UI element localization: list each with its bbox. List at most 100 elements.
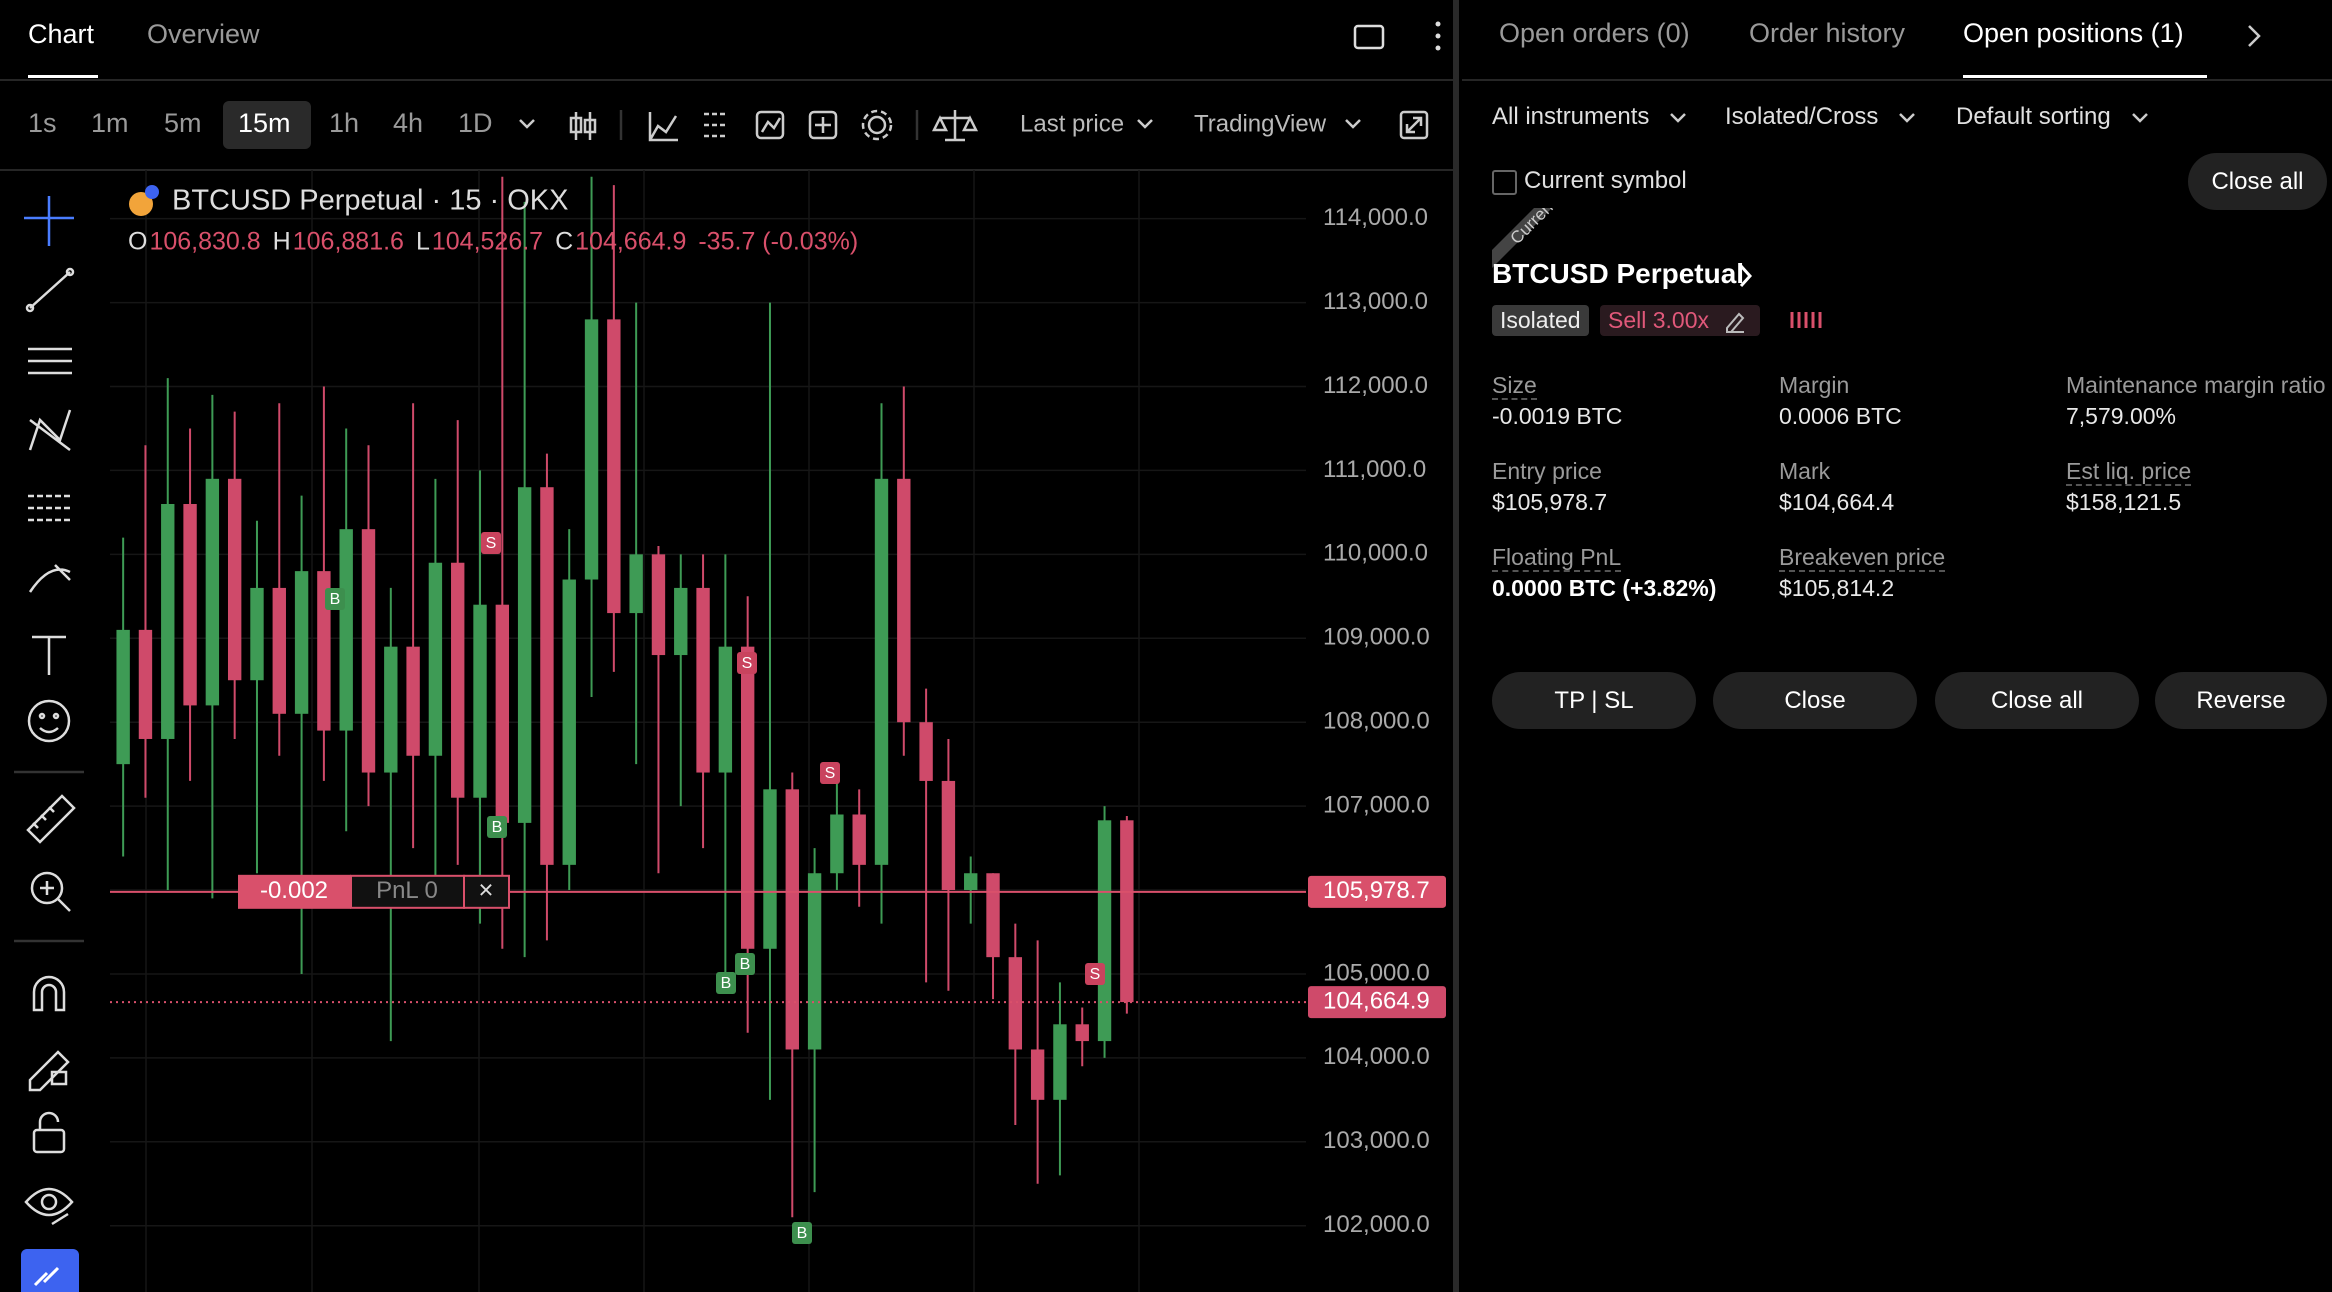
positions-panel: Open orders (0) Order history Open posit… <box>1462 0 2332 1292</box>
candle-body <box>807 873 822 1050</box>
drawing-tools[interactable] <box>14 196 84 1226</box>
y-tick-label: 104,000.0 <box>1323 1043 1430 1070</box>
interval[interactable]: 1s <box>28 108 57 138</box>
link-tool[interactable] <box>21 1249 79 1292</box>
toolbar-icons[interactable] <box>569 109 1429 142</box>
price-source[interactable]: Last price <box>1020 110 1124 137</box>
field-value: $104,664.4 <box>1779 489 1895 515</box>
candle-body <box>451 562 465 798</box>
y-tick-label: 110,000.0 <box>1323 540 1428 567</box>
candle-body <box>830 814 844 874</box>
tp-sl-button[interactable]: TP | SL <box>1492 672 1696 729</box>
trade-marker <box>820 762 840 784</box>
chart-engine[interactable]: TradingView <box>1194 110 1327 137</box>
tab-open-positions[interactable]: Open positions (1) <box>1963 18 2184 48</box>
trade-marker <box>737 652 757 674</box>
tab-order-history[interactable]: Order history <box>1749 18 1906 48</box>
filter-margin[interactable]: Isolated/Cross <box>1725 103 1879 130</box>
current-ribbon: Current <box>1492 208 1560 268</box>
candle-body <box>495 604 510 823</box>
field-label-text: Mark <box>1779 458 1831 484</box>
position-field: Size -0.0019 BTC <box>1492 370 1779 432</box>
risk-bars <box>1790 312 1822 328</box>
current-symbol-label[interactable]: Current symbol <box>1524 167 1687 194</box>
candle-body <box>740 646 755 949</box>
last-price-box <box>1308 986 1446 1019</box>
tab-overview[interactable]: Overview <box>147 19 260 49</box>
ohlc-key: H <box>273 228 291 256</box>
candle-body <box>674 587 688 656</box>
trade-marker-label: B <box>330 591 341 608</box>
ohlc-change: -35.7 (-0.03%) <box>698 228 858 256</box>
field-label: Breakeven price <box>1779 542 2066 573</box>
candle-body <box>584 319 599 580</box>
layout-icon[interactable] <box>1353 24 1385 50</box>
reverse-button[interactable]: Reverse <box>2155 672 2327 729</box>
candle-body <box>964 873 978 891</box>
field-value: 7,579.00% <box>2066 403 2176 429</box>
field-label: Est liq. price <box>2066 456 2326 487</box>
candle-body <box>763 789 777 949</box>
interval[interactable]: 5m <box>164 108 202 138</box>
position-symbol[interactable]: BTCUSD Perpetual <box>1492 258 1745 289</box>
chart-panel: Chart Overview 1s 1m 5m 15m 1h 4h 1D Las… <box>0 0 1459 1292</box>
tabs-next[interactable] <box>2242 22 2266 50</box>
interval[interactable]: 15m <box>238 108 291 138</box>
y-tick-label: 105,000.0 <box>1323 959 1430 986</box>
trade-marker <box>481 532 501 554</box>
interval[interactable]: 1m <box>91 108 129 138</box>
candle-body <box>607 319 621 614</box>
tab-chart[interactable]: Chart <box>28 19 95 49</box>
interval[interactable]: 4h <box>393 108 423 138</box>
interval[interactable]: 1D <box>458 108 493 138</box>
candle-body <box>919 722 933 781</box>
field-label-text: Maintenance margin ratio <box>2066 372 2326 398</box>
ohlc-value: 104,664.9 <box>575 228 686 256</box>
position-price-label: 105,978.7 <box>1323 877 1430 904</box>
more-icon[interactable] <box>1435 21 1441 51</box>
y-tick-label: 109,000.0 <box>1323 624 1430 651</box>
order-cancel[interactable]: × <box>478 875 493 905</box>
close-all-position-button[interactable]: Close all <box>1935 672 2139 729</box>
y-tick-label: 108,000.0 <box>1323 708 1430 735</box>
ohlc-key: C <box>555 228 573 256</box>
candle-body <box>986 873 1000 958</box>
field-label: Mark <box>1779 456 2066 487</box>
current-symbol-checkbox[interactable] <box>1492 170 1517 195</box>
interval-dropdown[interactable] <box>519 119 535 129</box>
interval[interactable]: 1h <box>329 108 359 138</box>
ohlc-value: 106,830.8 <box>149 228 260 256</box>
candle-body <box>897 478 911 723</box>
edit-leverage[interactable] <box>1724 308 1746 334</box>
field-label-text: Breakeven price <box>1779 544 1946 572</box>
ohlc-value: 104,526.7 <box>432 228 543 256</box>
candle-body <box>874 478 889 865</box>
trade-marker-label: B <box>492 819 503 836</box>
candle-body <box>1120 820 1134 1003</box>
field-label: Margin <box>1779 370 2066 401</box>
field-value: -0.0019 BTC <box>1492 403 1623 429</box>
filter-sorting[interactable]: Default sorting <box>1956 103 2111 130</box>
chart-title: BTCUSD Perpetual · 15 · OKX <box>172 185 568 217</box>
divider <box>1462 79 2332 81</box>
close-all-button[interactable]: Close all <box>2188 153 2327 210</box>
tab-underline <box>1963 75 2207 78</box>
candle-body <box>339 529 353 731</box>
tab-open-orders[interactable]: Open orders (0) <box>1499 18 1690 48</box>
order-qty: -0.002 <box>260 877 328 904</box>
trade-marker-label: B <box>721 975 732 992</box>
order-qty-box <box>238 874 351 909</box>
position-field: Entry price $105,978.7 <box>1492 456 1779 518</box>
candle-body <box>205 478 220 706</box>
position-field: Breakeven price $105,814.2 <box>1779 542 2066 604</box>
filter-instruments[interactable]: All instruments <box>1492 103 1650 130</box>
btc-icon <box>129 192 153 216</box>
field-label-text: Est liq. price <box>2066 458 2192 486</box>
candle-body <box>785 789 799 1050</box>
ohlc-legend: O 106,830.8 H 106,881.6 L 104,526.7 C 104,664.9… <box>128 228 858 256</box>
candle-body <box>696 587 710 773</box>
field-label: Maintenance margin ratio <box>2066 370 2326 401</box>
candle-body <box>540 487 554 865</box>
y-tick-label: 103,000.0 <box>1323 1127 1430 1154</box>
close-button[interactable]: Close <box>1713 672 1917 729</box>
